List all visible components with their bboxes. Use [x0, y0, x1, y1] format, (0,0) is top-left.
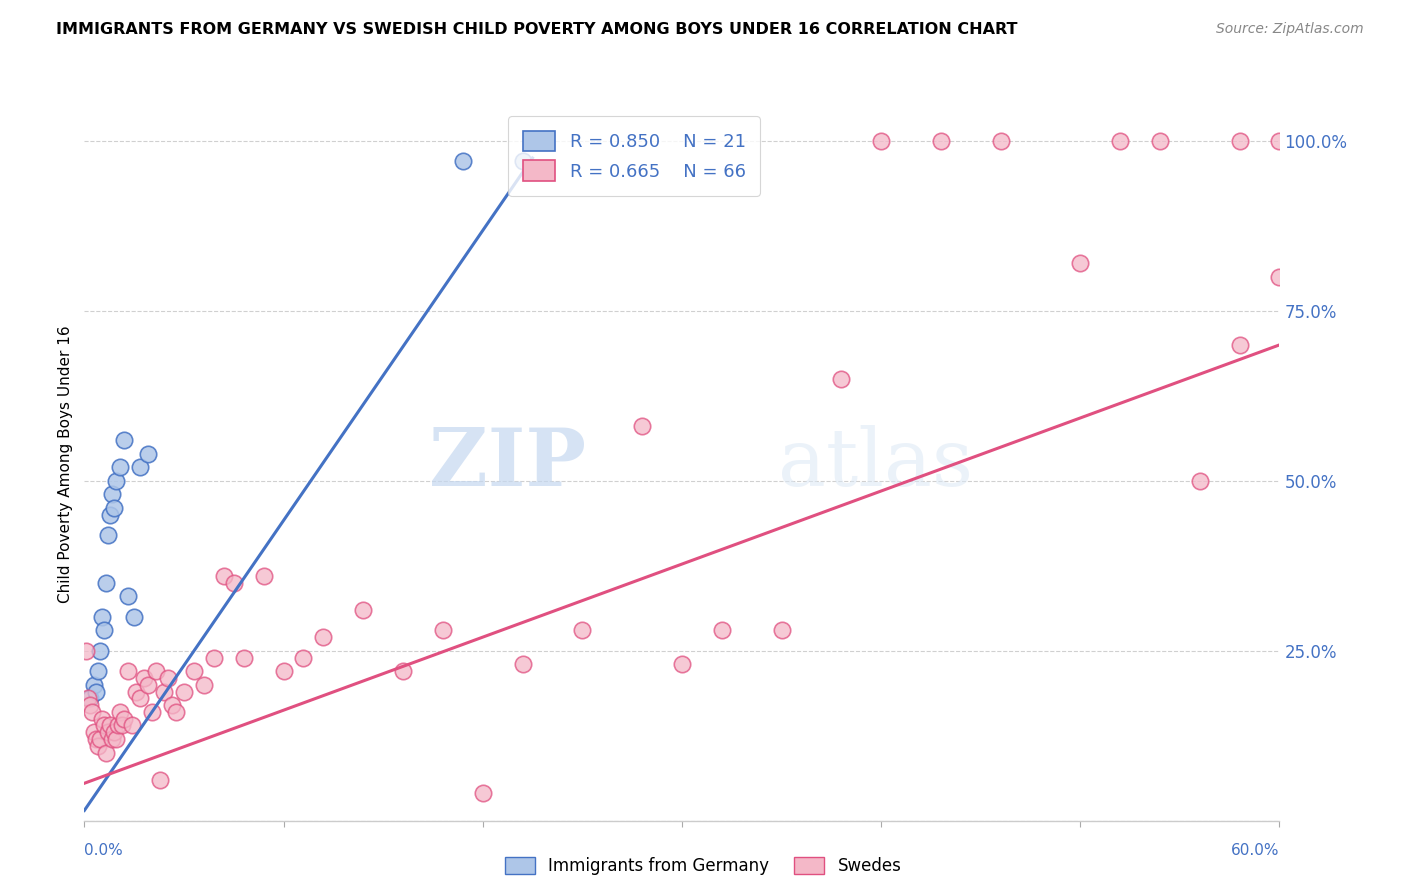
Point — [89, 644, 111, 658]
Point — [232, 650, 254, 665]
Point — [136, 678, 159, 692]
Point — [870, 134, 893, 148]
Point — [392, 664, 415, 678]
Point — [1069, 256, 1091, 270]
Point — [631, 419, 654, 434]
Point — [202, 650, 225, 665]
Point — [103, 501, 125, 516]
Point — [571, 624, 593, 638]
Point — [1188, 474, 1211, 488]
Point — [129, 691, 152, 706]
Point — [83, 725, 105, 739]
Point — [1268, 134, 1291, 148]
Point — [183, 664, 205, 678]
Point — [121, 718, 143, 732]
Point — [292, 650, 315, 665]
Point — [671, 657, 693, 672]
Point — [929, 134, 952, 148]
Point — [1229, 338, 1251, 352]
Point — [86, 684, 108, 698]
Point — [86, 732, 108, 747]
Point — [1109, 134, 1132, 148]
Text: 60.0%: 60.0% — [1232, 843, 1279, 858]
Text: Source: ZipAtlas.com: Source: ZipAtlas.com — [1216, 22, 1364, 37]
Point — [83, 678, 105, 692]
Point — [98, 508, 121, 522]
Point — [96, 746, 118, 760]
Point — [770, 624, 793, 638]
Point — [212, 569, 235, 583]
Point — [97, 725, 120, 739]
Point — [111, 718, 134, 732]
Point — [122, 609, 145, 624]
Point — [129, 460, 152, 475]
Point — [157, 671, 180, 685]
Point — [149, 772, 172, 787]
Point — [990, 134, 1012, 148]
Text: 0.0%: 0.0% — [84, 843, 124, 858]
Point — [1149, 134, 1171, 148]
Point — [93, 624, 115, 638]
Point — [153, 684, 176, 698]
Point — [89, 732, 111, 747]
Text: ZIP: ZIP — [429, 425, 586, 503]
Text: atlas: atlas — [778, 425, 973, 503]
Point — [112, 433, 135, 447]
Point — [512, 154, 534, 169]
Point — [91, 609, 114, 624]
Point — [101, 732, 124, 747]
Point — [107, 718, 129, 732]
Point — [132, 671, 156, 685]
Point — [312, 630, 335, 644]
Point — [110, 705, 132, 719]
Legend: R = 0.850    N = 21, R = 0.665    N = 66: R = 0.850 N = 21, R = 0.665 N = 66 — [508, 116, 761, 195]
Point — [93, 718, 115, 732]
Point — [160, 698, 183, 712]
Point — [82, 705, 104, 719]
Point — [87, 739, 110, 753]
Point — [97, 528, 120, 542]
Point — [222, 575, 245, 590]
Point — [136, 447, 159, 461]
Point — [451, 154, 474, 169]
Point — [87, 664, 110, 678]
Point — [103, 725, 125, 739]
Point — [1268, 269, 1291, 284]
Point — [471, 787, 494, 801]
Point — [145, 664, 167, 678]
Point — [110, 460, 132, 475]
Point — [273, 664, 295, 678]
Point — [105, 732, 128, 747]
Point — [193, 678, 215, 692]
Point — [105, 474, 128, 488]
Point — [141, 705, 163, 719]
Point — [117, 590, 139, 604]
Legend: Immigrants from Germany, Swedes: Immigrants from Germany, Swedes — [498, 850, 908, 882]
Point — [512, 657, 534, 672]
Point — [352, 603, 374, 617]
Point — [125, 684, 148, 698]
Point — [98, 718, 121, 732]
Point — [101, 487, 124, 501]
Point — [165, 705, 187, 719]
Point — [75, 644, 97, 658]
Point — [830, 372, 852, 386]
Y-axis label: Child Poverty Among Boys Under 16: Child Poverty Among Boys Under 16 — [58, 325, 73, 603]
Point — [1229, 134, 1251, 148]
Point — [432, 624, 454, 638]
Point — [91, 712, 114, 726]
Point — [112, 712, 135, 726]
Point — [79, 698, 101, 712]
Point — [253, 569, 276, 583]
Text: IMMIGRANTS FROM GERMANY VS SWEDISH CHILD POVERTY AMONG BOYS UNDER 16 CORRELATION: IMMIGRANTS FROM GERMANY VS SWEDISH CHILD… — [56, 22, 1018, 37]
Point — [710, 624, 733, 638]
Point — [117, 664, 139, 678]
Point — [173, 684, 195, 698]
Point — [77, 691, 100, 706]
Point — [79, 691, 101, 706]
Point — [96, 575, 118, 590]
